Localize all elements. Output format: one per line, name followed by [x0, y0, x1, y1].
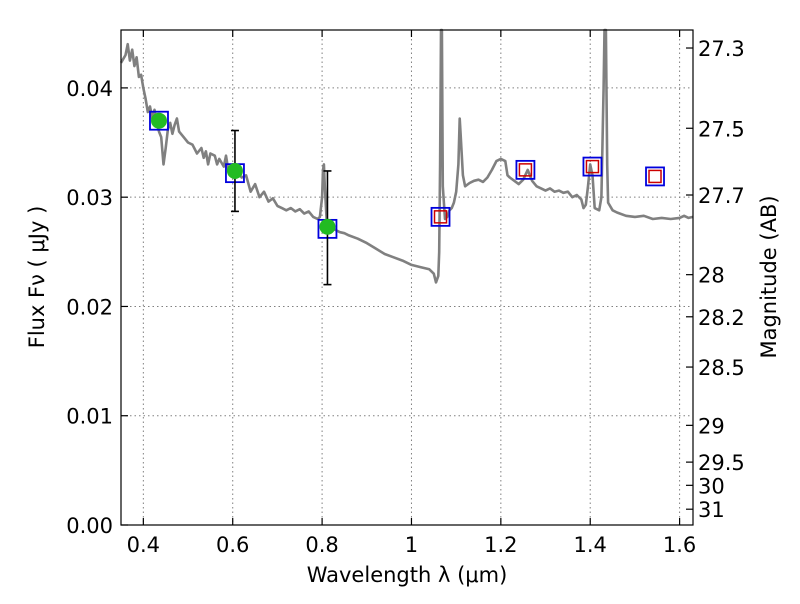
observed-flux-point	[319, 218, 336, 235]
y-tick-label: 0.00	[66, 514, 113, 538]
y2-tick-label: 27.5	[698, 117, 745, 141]
x-tick-label: 1.4	[574, 533, 607, 557]
y2-tick-label: 27.3	[698, 37, 745, 61]
model-flux-square	[582, 156, 603, 177]
y-tick-label: 0.01	[66, 405, 113, 429]
y2-tick-label: 30	[698, 474, 725, 498]
model-flux-square	[149, 110, 169, 131]
upper-limit-square	[433, 210, 448, 224]
x-tick-label: 0.4	[127, 533, 160, 557]
y2-tick-label: 31	[698, 498, 725, 522]
spectrum-line	[119, 28, 694, 284]
model-flux-square	[515, 159, 536, 180]
y2-tick-label: 28.5	[698, 356, 745, 380]
upper-limit-square	[518, 163, 533, 177]
x-tick-label: 1.2	[484, 533, 517, 557]
y-axis-label: Flux Fν ( μJy )	[25, 206, 49, 349]
observed-flux-point	[226, 162, 243, 179]
upper-limit-square	[585, 159, 600, 174]
y2-tick-label: 28.2	[698, 306, 745, 330]
y-tick-label: 0.03	[66, 186, 113, 210]
y-tick-label: 0.02	[66, 295, 113, 319]
grid-layer	[121, 30, 693, 525]
tick-layer: 0.4 0.6 0.8 1 1.2 1.4 1.6 0.00 0.01 0.02 0.03 0.04 2…	[66, 30, 745, 557]
marker-layer	[149, 110, 665, 286]
spectrum-layer	[119, 28, 694, 284]
upper-limit-square	[648, 169, 662, 184]
model-flux-square	[645, 166, 665, 187]
x-axis-label: Wavelength λ (μm)	[307, 563, 508, 587]
plot-frame	[120, 29, 694, 526]
observed-flux-point	[150, 112, 167, 129]
y-tick-label: 0.04	[66, 77, 113, 101]
y2-axis-label: Magnitude (AB)	[757, 195, 781, 358]
y2-tick-label: 29.5	[698, 451, 745, 475]
x-tick-label: 0.6	[216, 533, 249, 557]
y2-tick-label: 29	[698, 414, 725, 438]
x-tick-label: 1.6	[663, 533, 696, 557]
x-tick-label: 1	[405, 533, 418, 557]
y2-tick-label: 28	[698, 264, 725, 288]
y2-tick-label: 27.7	[698, 184, 745, 208]
model-flux-square	[430, 206, 451, 227]
x-tick-label: 0.8	[305, 533, 338, 557]
